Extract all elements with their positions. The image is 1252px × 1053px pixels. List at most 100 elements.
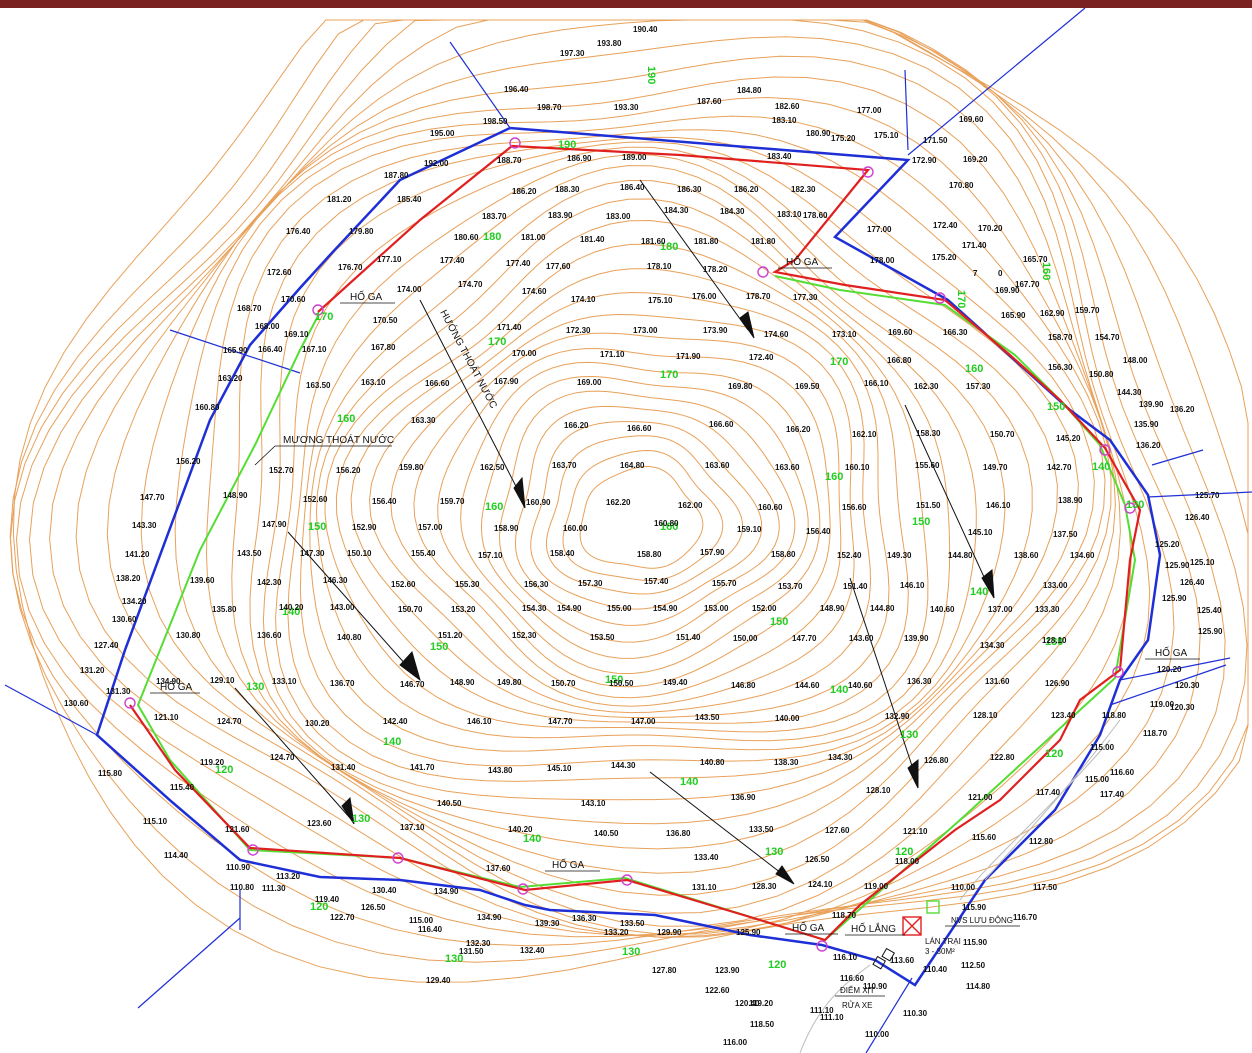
spot-elevation: 126.50 (361, 903, 386, 912)
contour-line (315, 198, 951, 742)
contour-label: 150 (430, 641, 448, 653)
spot-elevation: 150.80 (1089, 370, 1114, 379)
spot-elevation: 134.90 (434, 887, 459, 896)
spot-elevation: 141.20 (125, 550, 150, 559)
spot-elevation: 187.60 (697, 97, 722, 106)
spot-elevation: 183.10 (772, 116, 797, 125)
ho-lang-label: HỐ LẮNG (851, 921, 896, 935)
spot-elevation: 157.40 (644, 577, 669, 586)
spot-elevation: 183.00 (606, 212, 631, 221)
spot-elevation: 123.90 (715, 966, 740, 975)
spot-elevation: 158.40 (550, 549, 575, 558)
spot-elevation: 193.80 (597, 39, 622, 48)
spot-elevation: 167.90 (494, 377, 519, 386)
spot-elevation: 156.40 (806, 527, 831, 536)
spot-elevation: 173.10 (832, 330, 857, 339)
spot-elevation: 162.20 (606, 498, 631, 507)
spot-elevation: 144.30 (1117, 388, 1142, 397)
spot-elevation: 138.60 (1014, 551, 1039, 560)
spot-elevation: 163.50 (306, 381, 331, 390)
spot-elevation: 130.60 (64, 699, 89, 708)
spot-elevation: 115.00 (1090, 743, 1115, 752)
spot-elevation: 177.10 (377, 255, 402, 264)
spot-elevation: 174.00 (397, 285, 422, 294)
ho-ga-label-3: HỐ GA (1155, 645, 1188, 659)
contour-line (324, 219, 929, 733)
spot-elevation: 142.30 (257, 578, 282, 587)
contour-label: 160 (485, 501, 503, 513)
spot-elevation: 146.70 (400, 680, 425, 689)
spot-elevation: 154.90 (557, 604, 582, 613)
spot-elevation: 155.70 (712, 579, 737, 588)
spot-elevation: 181.80 (751, 237, 776, 246)
spot-elevation: 133.50 (620, 919, 645, 928)
spot-elevation: 187.80 (384, 171, 409, 180)
spot-elevation: 137.50 (1053, 530, 1078, 539)
spot-elevation: 167.70 (1015, 280, 1040, 289)
spot-elevation: 125.90 (1198, 627, 1223, 636)
spot-elevation: 159.70 (1075, 306, 1100, 315)
spot-elevation: 154.70 (1095, 333, 1120, 342)
ho-ga-label-4: HỐ GA (160, 679, 193, 693)
spot-elevation: 172.40 (933, 221, 958, 230)
spot-elevation: 136.80 (666, 829, 691, 838)
spot-elevation: 186.30 (677, 185, 702, 194)
spot-elevation: 146.30 (323, 576, 348, 585)
contour-label: 120 (215, 764, 233, 776)
spot-elevation: 115.60 (972, 833, 997, 842)
top-bar (0, 0, 1252, 8)
spot-elevation: 162.00 (678, 501, 703, 510)
spot-elevation: 110.40 (923, 965, 948, 974)
spot-elevation: 151.40 (676, 633, 701, 642)
contour-line (174, 96, 1116, 914)
spot-elevation: 165.90 (1001, 311, 1026, 320)
spot-elevation: 183.40 (767, 152, 792, 161)
spot-elevation: 155.30 (455, 580, 480, 589)
spot-elevation: 175.20 (831, 134, 856, 143)
spot-elevation: 166.60 (627, 424, 652, 433)
spot-elevation: 155.40 (411, 549, 436, 558)
spot-elevation: 117.50 (1033, 883, 1058, 892)
spot-elevation: 165.90 (223, 346, 248, 355)
spot-elevation: 132.40 (520, 946, 545, 955)
spot-elevation: 166.40 (258, 345, 283, 354)
spot-elevation: 162.10 (852, 430, 877, 439)
lan-trai-label: LÁN TRẠI (925, 937, 961, 946)
contour-line (460, 361, 821, 675)
spot-elevation: 184.30 (664, 206, 689, 215)
contour-line (413, 332, 842, 699)
contour-line (75, 36, 1151, 938)
spot-elevation: 167.80 (371, 343, 396, 352)
spot-elevation: 121.60 (225, 825, 250, 834)
spot-elevation: 169.60 (888, 328, 913, 337)
contour-label: 150 (605, 674, 623, 686)
spot-elevation: 181.40 (580, 235, 605, 244)
spot-elevation: 133.00 (1043, 581, 1068, 590)
spot-elevation: 150.70 (990, 430, 1015, 439)
spot-elevation: 181.20 (327, 195, 352, 204)
spot-elevation: 117.40 (1100, 790, 1125, 799)
spot-elevation: 130.60 (112, 615, 137, 624)
spot-elevation: 124.70 (217, 717, 242, 726)
contour-line (106, 55, 1132, 935)
spot-elevation: 145.10 (968, 528, 993, 537)
contour-line (15, 19, 1226, 938)
contour-label: 130 (622, 946, 640, 958)
contour-label: 130 (1045, 636, 1063, 648)
contour-line (350, 268, 890, 718)
spot-elevation: 127.80 (652, 966, 677, 975)
spot-elevation: 172.30 (566, 326, 591, 335)
spot-elevation: 157.00 (418, 523, 443, 532)
spot-elevation: 148.90 (450, 678, 475, 687)
spot-elevation: 118.00 (895, 857, 920, 866)
contour-line (231, 129, 1106, 874)
spot-elevation: 182.30 (791, 185, 816, 194)
contour-line (579, 465, 704, 569)
spot-elevation: 195.00 (430, 129, 455, 138)
spot-elevation: 197.30 (560, 49, 585, 58)
contour-line (299, 165, 1006, 767)
spot-elevation: 148.00 (1123, 356, 1148, 365)
spot-elevation: 121.10 (903, 827, 928, 836)
spot-elevation: 160.80 (195, 403, 220, 412)
spot-elevation: 160.60 (758, 503, 783, 512)
